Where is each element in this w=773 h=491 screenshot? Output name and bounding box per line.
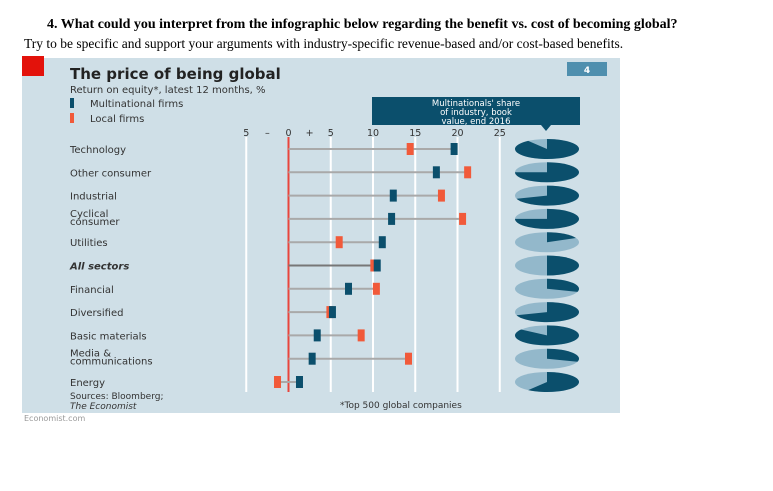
category-label: Basic materials [70,331,147,342]
x-tick-label: 15 [409,128,421,139]
local-marker [437,189,445,202]
x-tick-label: 5 [328,128,334,139]
category-label: Energy [70,378,105,389]
category-label: Industrial [70,192,117,203]
category-label: Cyclical consumer [70,209,120,228]
row-other-consumer: Other consumer [70,162,579,183]
share-pie-slice [547,348,579,362]
share-pie-slice [516,302,579,323]
row-industrial: Industrial [70,185,579,206]
chart-subtitle: Return on equity*, latest 12 months, % [70,85,266,96]
chart-title: The price of being global [70,65,281,83]
pie-header: Multinationals' share of industry, book va… [432,99,520,127]
question-instructions: Try to be specific and support your argu… [24,36,624,51]
share-pie-slice [547,232,576,243]
x-tick-label: 25 [494,128,506,139]
local-marker [464,166,472,179]
local-marker [357,329,365,342]
share-pie-slice [515,162,579,183]
chart-number-badge-label: 4 [584,66,590,76]
local-marker [459,212,467,225]
category-label: All sectors [69,262,129,273]
legend-swatch-local [70,113,74,123]
category-label: Media & communications [70,349,153,368]
multinational-marker [432,166,440,179]
share-pie-slice [515,208,579,229]
multinational-marker [308,352,316,365]
multinational-marker [295,376,303,388]
multinational-marker [389,189,397,202]
share-pie-slice [516,185,579,206]
share-pie-slice [547,255,579,276]
legend-swatch-multinational [70,98,74,108]
multinational-marker [344,282,352,295]
x-tick-label: – [265,128,270,139]
x-tick-label: 10 [367,128,379,139]
share-pie-slice [515,139,579,160]
question-title: 4. What could you interpret from the inf… [47,17,678,32]
local-marker [404,352,412,365]
x-tick-label: 5 [243,128,249,139]
row-utilities: Utilities [70,232,579,253]
row-energy: Energy [70,372,579,393]
multinational-marker [378,236,386,249]
multinational-marker [388,212,396,225]
local-marker [406,143,414,155]
row-basic-materials: Basic materials [70,325,579,346]
source-publication: The Economist [70,402,137,412]
x-tick-label: 20 [451,128,463,139]
row-technology: Technology [69,139,579,160]
category-label: Financial [70,285,114,296]
x-tick-label: + [306,128,314,139]
source: Sources: Bloomberg; [70,392,164,402]
multinational-marker [313,329,321,342]
row-financial: Financial [70,278,579,299]
row-all-sectors: All sectors [69,255,579,276]
chart-number-badge [567,62,607,76]
pie-header-line: value, end 2016 [442,117,511,127]
category-label: Utilities [70,238,108,249]
row-diversified: Diversified [70,302,579,323]
pie-header-line: of industry, book [440,108,512,118]
local-marker [372,282,380,295]
share-pie-slice [528,372,579,393]
share-pie-slice [547,278,579,292]
x-tick-label: 0 [285,128,291,139]
pie-header-box [372,97,580,125]
economist-red-tag [22,56,44,76]
pie-header-line: Multinationals' share [432,99,520,109]
share-pie-slice [515,325,579,346]
credit: Economist.com [24,414,86,423]
multinational-marker [373,259,381,272]
category-label: Diversified [70,308,123,319]
legend-local: Local firms [90,114,144,125]
pie-header-pointer [541,125,551,131]
category-label: Other consumer [70,168,152,179]
multinational-marker [328,306,336,319]
multinational-marker [450,143,458,155]
local-marker [335,236,343,249]
legend-multinational: Multinational firms [90,99,183,110]
footnote: *Top 500 global companies [340,401,462,411]
row-cyclical-consumer: Cyclical consumer [70,208,579,229]
row-media-communications: Media & communications [70,348,579,369]
local-marker [274,376,282,388]
category-label: Technology [69,145,126,156]
